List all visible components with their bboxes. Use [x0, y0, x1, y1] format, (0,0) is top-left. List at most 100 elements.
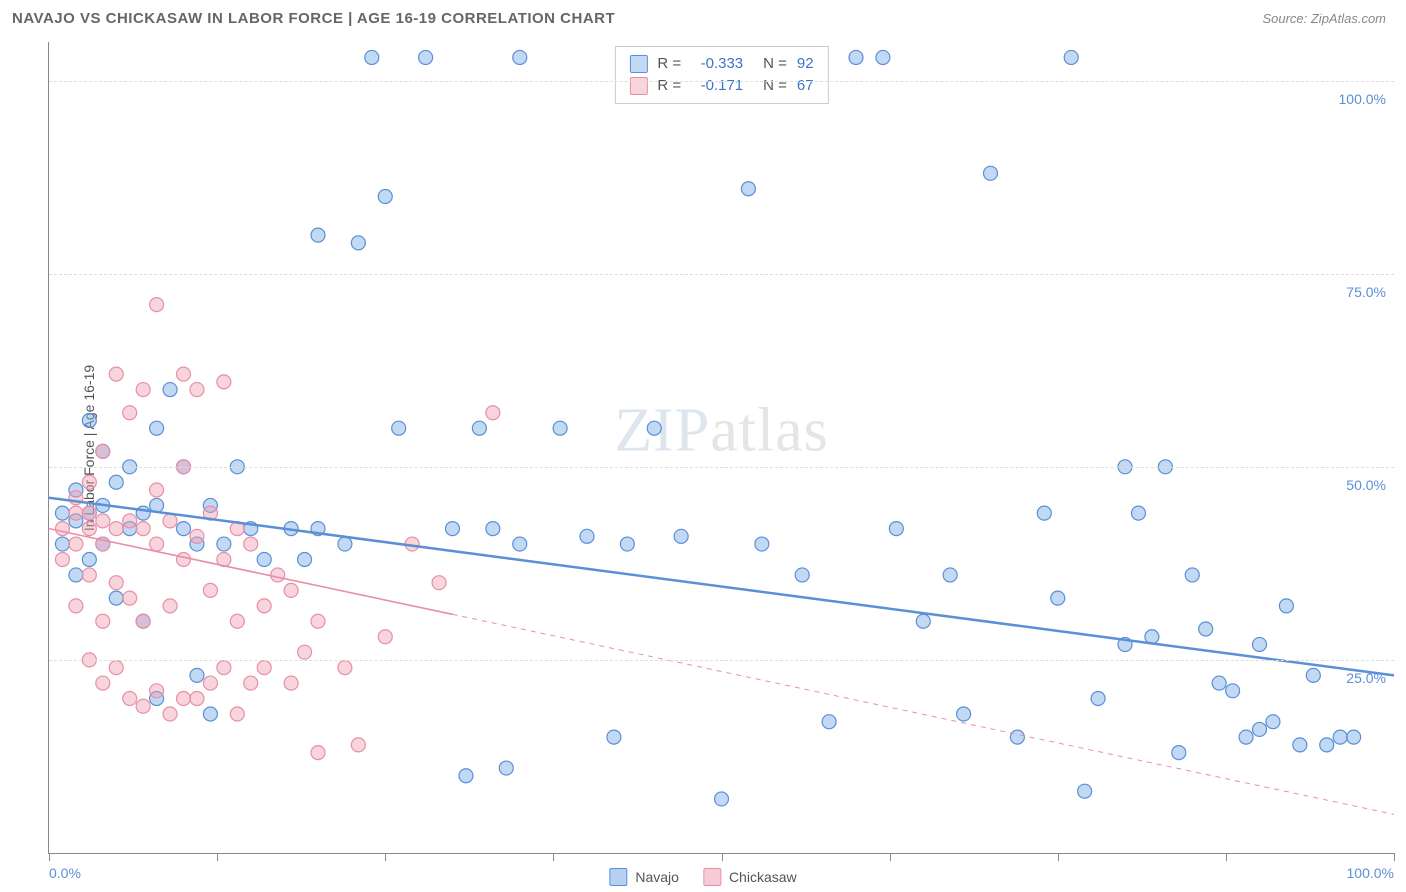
data-point: [123, 591, 137, 605]
data-point: [109, 661, 123, 675]
data-point: [741, 182, 755, 196]
data-point: [1293, 738, 1307, 752]
x-tick: [1394, 853, 1395, 861]
data-point: [96, 614, 110, 628]
legend-label: Navajo: [635, 869, 679, 885]
r-label: R =: [657, 75, 681, 97]
data-point: [190, 529, 204, 543]
data-point: [55, 506, 69, 520]
data-point: [177, 552, 191, 566]
data-point: [284, 676, 298, 690]
data-point: [715, 792, 729, 806]
data-point: [1226, 684, 1240, 698]
data-point: [82, 568, 96, 582]
data-point: [271, 568, 285, 582]
data-point: [109, 522, 123, 536]
n-value: 92: [797, 53, 814, 75]
data-point: [513, 50, 527, 64]
scatter-svg: [49, 42, 1394, 853]
data-point: [889, 522, 903, 536]
data-point: [351, 236, 365, 250]
data-point: [96, 676, 110, 690]
data-point: [136, 699, 150, 713]
gridline: [49, 467, 1394, 468]
data-point: [136, 383, 150, 397]
data-point: [957, 707, 971, 721]
data-point: [311, 228, 325, 242]
data-point: [82, 552, 96, 566]
gridline: [49, 81, 1394, 82]
data-point: [203, 707, 217, 721]
data-point: [55, 522, 69, 536]
legend-swatch: [703, 868, 721, 886]
data-point: [1306, 668, 1320, 682]
data-point: [69, 599, 83, 613]
data-point: [620, 537, 634, 551]
data-point: [311, 746, 325, 760]
data-point: [177, 692, 191, 706]
data-point: [338, 537, 352, 551]
data-point: [1051, 591, 1065, 605]
r-label: R =: [657, 53, 681, 75]
n-value: 67: [797, 75, 814, 97]
data-point: [1239, 730, 1253, 744]
data-point: [647, 421, 661, 435]
data-point: [217, 375, 231, 389]
data-point: [1172, 746, 1186, 760]
data-point: [1266, 715, 1280, 729]
data-point: [150, 298, 164, 312]
legend: NavajoChickasaw: [609, 868, 796, 886]
data-point: [876, 50, 890, 64]
data-point: [123, 406, 137, 420]
data-point: [244, 537, 258, 551]
x-axis-max-label: 100.0%: [1347, 865, 1394, 881]
data-point: [136, 522, 150, 536]
n-label: N =: [763, 53, 787, 75]
data-point: [150, 421, 164, 435]
data-point: [351, 738, 365, 752]
data-point: [365, 50, 379, 64]
data-point: [984, 166, 998, 180]
data-point: [150, 684, 164, 698]
data-point: [1078, 784, 1092, 798]
data-point: [163, 599, 177, 613]
data-point: [163, 514, 177, 528]
data-point: [82, 413, 96, 427]
data-point: [499, 761, 513, 775]
x-tick: [49, 853, 50, 861]
r-value: -0.171: [691, 75, 743, 97]
data-point: [257, 552, 271, 566]
data-point: [82, 475, 96, 489]
data-point: [392, 421, 406, 435]
data-point: [446, 522, 460, 536]
data-point: [486, 522, 500, 536]
series-swatch: [629, 55, 647, 73]
data-point: [230, 614, 244, 628]
data-point: [1199, 622, 1213, 636]
legend-item: Navajo: [609, 868, 679, 886]
data-point: [1253, 722, 1267, 736]
x-tick: [217, 853, 218, 861]
chart-area: In Labor Force | Age 16-19 ZIPatlas R =-…: [12, 42, 1394, 854]
data-point: [109, 367, 123, 381]
data-point: [607, 730, 621, 744]
data-point: [150, 483, 164, 497]
chart-header: NAVAJO VS CHICKASAW IN LABOR FORCE | AGE…: [0, 0, 1406, 35]
x-axis-min-label: 0.0%: [49, 865, 81, 881]
y-tick-label: 25.0%: [1346, 670, 1386, 686]
trend-line: [49, 498, 1394, 676]
data-point: [150, 537, 164, 551]
data-point: [298, 552, 312, 566]
data-point: [230, 707, 244, 721]
data-point: [109, 576, 123, 590]
data-point: [1010, 730, 1024, 744]
data-point: [1279, 599, 1293, 613]
data-point: [109, 475, 123, 489]
plot-region: ZIPatlas R =-0.333N =92R =-0.171N =67 0.…: [48, 42, 1394, 854]
data-point: [136, 614, 150, 628]
data-point: [338, 661, 352, 675]
data-point: [190, 383, 204, 397]
data-point: [203, 676, 217, 690]
data-point: [190, 668, 204, 682]
data-point: [378, 630, 392, 644]
